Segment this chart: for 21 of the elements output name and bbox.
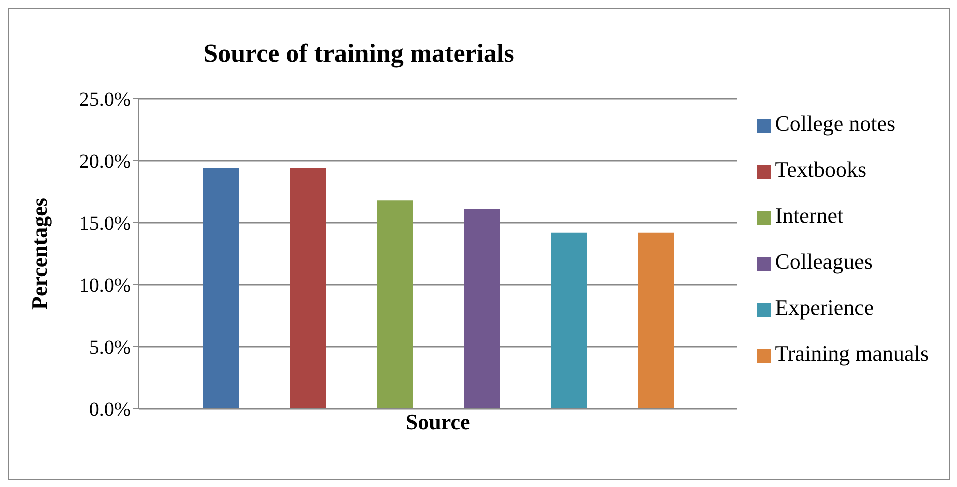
bar <box>377 200 413 409</box>
bar <box>290 168 326 409</box>
y-tick-label: 10.0% <box>79 275 131 298</box>
x-axis-title: Source <box>406 410 471 435</box>
legend-label: Internet <box>775 203 844 228</box>
y-tick-label: 0.0% <box>89 399 131 422</box>
bar <box>551 232 587 409</box>
y-tick-label: 25.0% <box>79 89 131 112</box>
legend-label: Training manuals <box>775 341 929 366</box>
y-tick-label: 5.0% <box>89 337 131 360</box>
legend-label: Experience <box>775 295 874 320</box>
chart-title: Source of training materials <box>202 39 516 69</box>
bar <box>464 209 500 409</box>
y-tick-label: 20.0% <box>79 151 131 174</box>
bar <box>203 168 239 409</box>
legend-label: Colleagues <box>775 249 873 274</box>
bar <box>638 232 674 409</box>
y-axis-title: Percentages <box>26 198 52 310</box>
legend-label: Textbooks <box>775 157 867 182</box>
legend-label: College notes <box>775 111 896 136</box>
y-tick-label: 15.0% <box>79 213 131 236</box>
